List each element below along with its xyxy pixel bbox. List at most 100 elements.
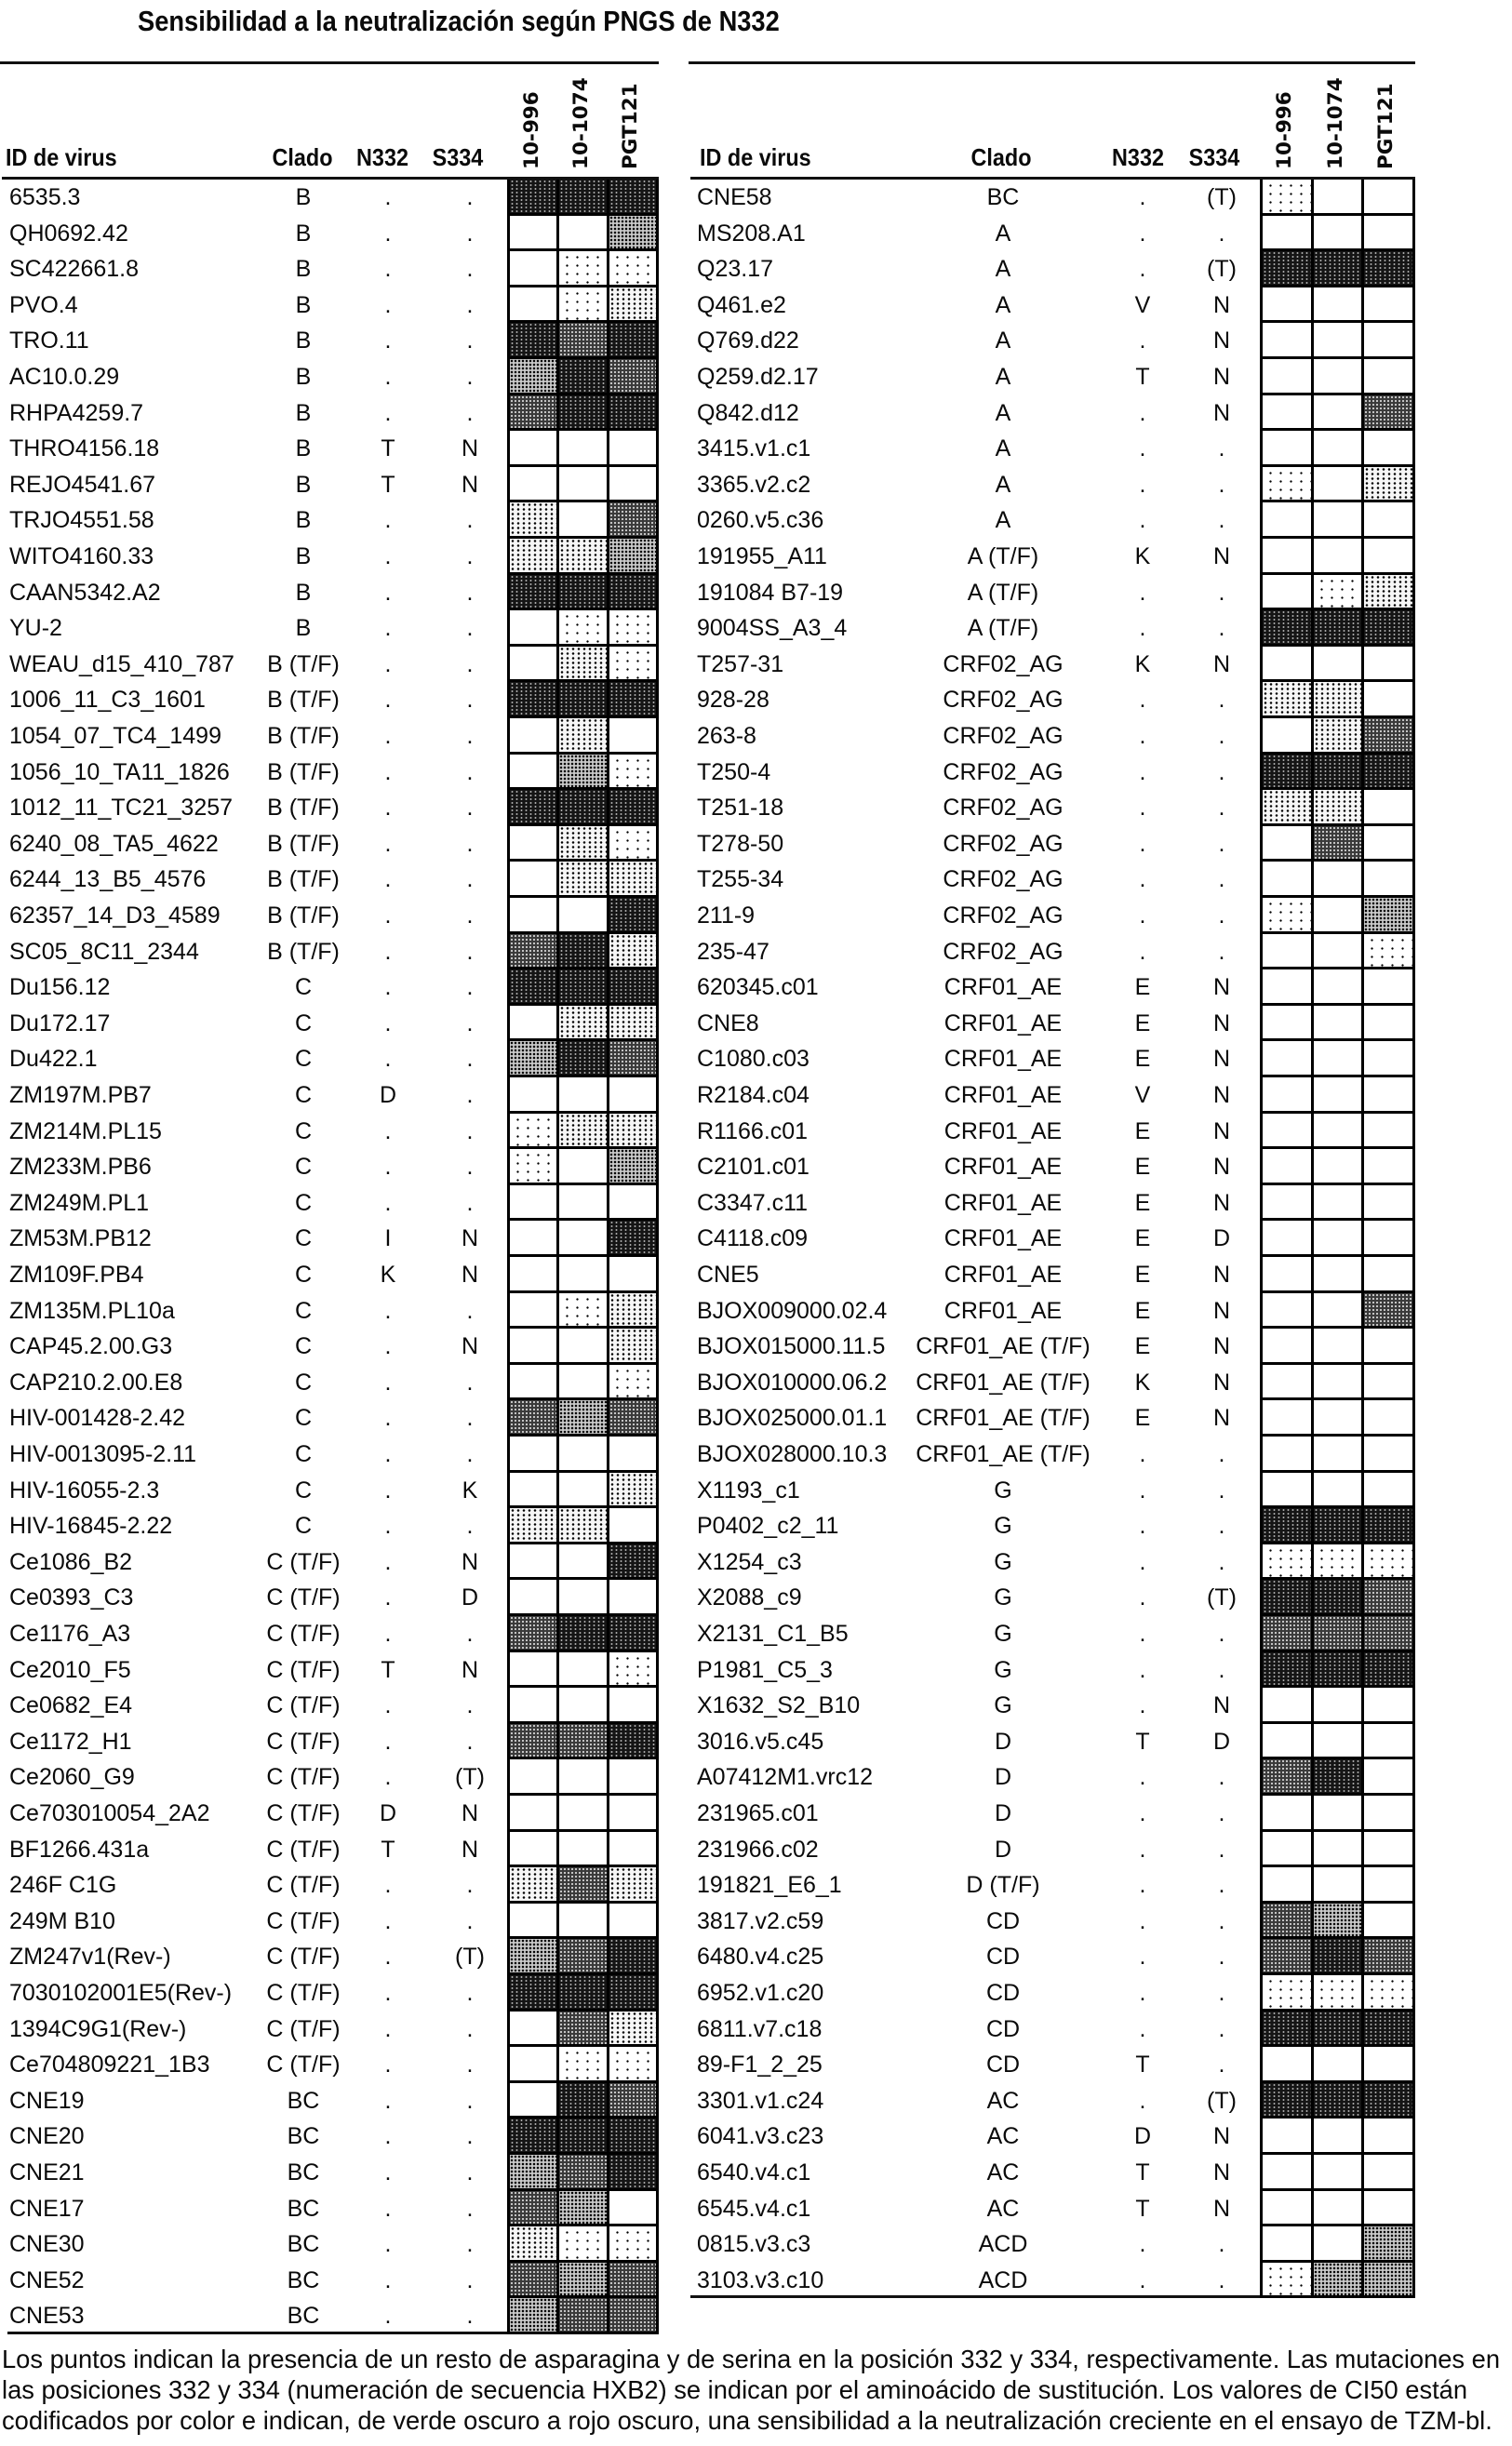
ic50-cell-10-996 [1263,862,1314,898]
n332-residue: . [1115,1688,1171,1724]
ic50-cell-10-1074 [1314,1329,1365,1365]
ic50-cell-10-1074 [1314,790,1365,826]
table-row: CNE8CRF01_AEEN [0,1006,1512,1042]
virus-id: T257-31 [697,647,783,683]
clade: CD [901,2047,1105,2083]
virus-id: R1166.c01 [697,1114,808,1150]
bottom-rule [690,2295,1260,2298]
clade: CRF01_AE (T/F) [901,1400,1105,1437]
virus-id: Q769.d22 [697,323,799,359]
ic50-cell-10-1074 [1314,1185,1365,1222]
table-row: T250-4CRF02_AG.. [0,755,1512,791]
ic50-cell-pgt121 [1364,1329,1415,1365]
s334-residue: . [1194,2263,1250,2299]
clade: CRF01_AE [901,969,1105,1006]
ic50-heat-cells [1260,1077,1415,1114]
virus-id: BJOX025000.01.1 [697,1400,887,1437]
ic50-heat-cells [1260,1221,1415,1257]
n332-residue: . [1115,718,1171,755]
ic50-heat-cells [1260,2191,1415,2227]
ic50-cell-10-1074 [1314,1365,1365,1401]
ic50-cell-10-996 [1263,1796,1314,1832]
virus-id: 3016.v5.c45 [697,1724,823,1760]
n332-residue: . [1115,1975,1171,2012]
ic50-cell-10-1074 [1314,1759,1365,1796]
ic50-heat-cells [1260,1257,1415,1293]
table-row: R1166.c01CRF01_AEEN [0,1114,1512,1150]
virus-id: 6545.v4.c1 [697,2191,810,2227]
ic50-cell-10-996 [1263,2155,1314,2191]
n332-residue: T [1115,359,1171,395]
ic50-cell-pgt121 [1364,395,1415,432]
table-row: 3415.v1.c1A.. [0,431,1512,467]
ic50-cell-10-1074 [1314,1114,1365,1150]
n332-residue: . [1115,1473,1171,1509]
table-row: 191084 B7-19A (T/F).. [0,575,1512,611]
s334-residue: . [1194,216,1250,252]
table-row: T251-18CRF02_AG.. [0,790,1512,826]
ic50-cell-10-1074 [1314,359,1365,395]
table-row: Q259.d2.17ATN [0,359,1512,395]
ic50-cell-10-996 [1263,431,1314,467]
n332-residue: . [1115,2263,1171,2299]
s334-residue: . [1194,755,1250,791]
s334-residue: N [1194,2191,1250,2227]
n332-residue: . [1115,1508,1171,1544]
s334-residue: . [1194,826,1250,862]
table-row: 928-28CRF02_AG.. [0,682,1512,718]
ic50-cell-10-1074 [1314,1006,1365,1042]
s334-residue: (T) [1194,2083,1250,2119]
ic50-cell-10-1074 [1314,2047,1365,2083]
ic50-cell-pgt121 [1364,1365,1415,1401]
table-row: 231965.c01D.. [0,1796,1512,1832]
virus-id: BJOX009000.02.4 [697,1293,887,1330]
n332-residue: . [1115,1939,1171,1975]
ic50-cell-pgt121 [1364,1616,1415,1652]
virus-id: 620345.c01 [697,969,819,1006]
ic50-cell-10-1074 [1314,934,1365,970]
ic50-cell-10-996 [1263,647,1314,683]
s334-residue: N [1194,1400,1250,1437]
ic50-cell-10-1074 [1314,2083,1365,2119]
ic50-cell-pgt121 [1364,934,1415,970]
header-clade: Clado [951,141,1051,173]
virus-id: 3301.v1.c24 [697,2083,823,2119]
n332-residue: . [1115,2226,1171,2263]
n332-residue: E [1115,1149,1171,1185]
n332-residue: K [1115,647,1171,683]
ic50-cell-10-996 [1263,2226,1314,2263]
ic50-cell-pgt121 [1364,1867,1415,1904]
ic50-cell-10-1074 [1314,647,1365,683]
virus-id: 0260.v5.c36 [697,502,823,539]
virus-id: X2131_C1_B5 [697,1616,849,1652]
s334-residue: N [1194,1041,1250,1077]
ic50-cell-10-996 [1263,287,1314,324]
n332-residue: . [1115,395,1171,432]
ic50-cell-pgt121 [1364,1975,1415,2012]
ic50-cell-pgt121 [1364,2047,1415,2083]
s334-residue: (T) [1194,251,1250,287]
ic50-cell-10-996 [1263,1688,1314,1724]
table-row: C4118.c09CRF01_AEED [0,1221,1512,1257]
s334-residue: D [1194,1221,1250,1257]
s334-residue: . [1194,610,1250,647]
clade: CRF02_AG [901,647,1105,683]
virus-id: 3103.v3.c10 [697,2263,823,2299]
virus-id: T278-50 [697,826,783,862]
n332-residue: . [1115,1867,1171,1904]
table-row: 6041.v3.c23ACDN [0,2119,1512,2155]
virus-id: 235-47 [697,934,769,970]
ic50-cell-pgt121 [1364,2226,1415,2263]
clade: CD [901,1904,1105,1940]
s334-residue: . [1194,1759,1250,1796]
ic50-cell-pgt121 [1364,1006,1415,1042]
table-row: 620345.c01CRF01_AEEN [0,969,1512,1006]
ic50-cell-10-1074 [1314,2263,1365,2299]
clade: CRF01_AE [901,1077,1105,1114]
ic50-cell-pgt121 [1364,1473,1415,1509]
n332-residue: . [1115,2083,1171,2119]
s334-residue: . [1194,575,1250,611]
virus-id: 191955_A11 [697,539,827,575]
ic50-cell-pgt121 [1364,1904,1415,1940]
ic50-heat-cells [1260,1796,1415,1832]
